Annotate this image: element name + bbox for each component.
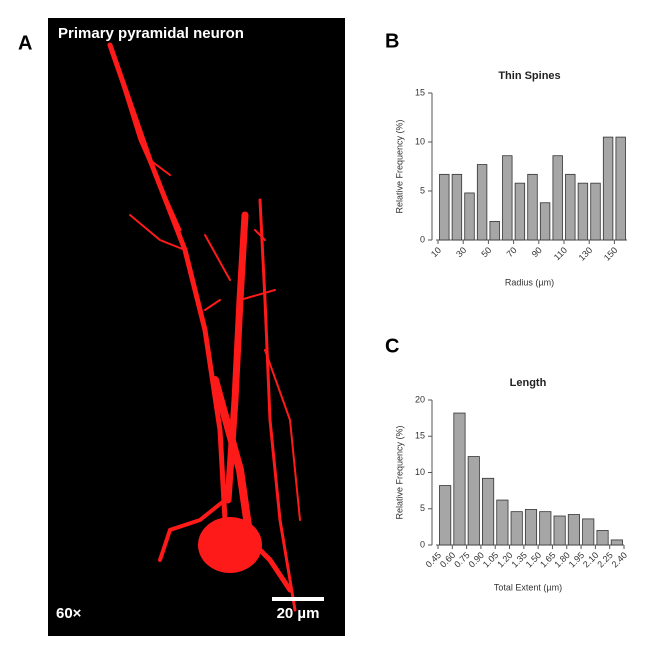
bar xyxy=(439,485,452,546)
bar xyxy=(514,182,526,241)
x-tick-label: 30 xyxy=(454,245,468,259)
x-tick-label: 130 xyxy=(577,245,595,263)
bar xyxy=(553,515,566,546)
bar xyxy=(439,173,450,241)
bar xyxy=(590,182,601,241)
bar xyxy=(552,155,563,241)
y-tick-label: 5 xyxy=(420,503,425,513)
bar xyxy=(527,173,538,241)
y-tick-label: 20 xyxy=(415,394,425,404)
bar xyxy=(524,509,538,546)
scale-bar xyxy=(272,597,324,601)
chart-title: Thin Spines xyxy=(498,70,560,82)
y-tick-label: 0 xyxy=(420,539,425,549)
y-tick-label: 5 xyxy=(420,185,425,195)
panel-label: A xyxy=(18,32,32,54)
x-tick-label: 70 xyxy=(505,245,519,259)
bar xyxy=(596,530,609,546)
bar xyxy=(567,514,580,546)
bar xyxy=(577,182,589,241)
y-axis-label: Relative Frequency (%) xyxy=(394,119,404,213)
x-tick-label: 110 xyxy=(552,245,569,262)
bar xyxy=(565,173,576,241)
y-tick-label: 10 xyxy=(415,467,425,477)
y-axis-label: Relative Frequency (%) xyxy=(394,425,404,519)
bar xyxy=(467,456,480,546)
bar xyxy=(539,202,551,241)
bar xyxy=(453,412,466,546)
y-tick-label: 15 xyxy=(415,431,425,441)
neuron xyxy=(107,42,301,612)
x-tick-label: 10 xyxy=(429,245,443,259)
scale-bar-label: 20 µm xyxy=(277,605,320,622)
bar xyxy=(451,173,463,241)
bar xyxy=(489,220,500,241)
bar xyxy=(496,499,509,546)
x-tick-label: 50 xyxy=(479,245,493,259)
bar xyxy=(602,136,614,241)
x-tick-label: 2.40 xyxy=(610,550,629,569)
bar xyxy=(510,511,523,546)
x-tick-label: 90 xyxy=(530,245,544,259)
y-tick-label: 10 xyxy=(415,136,425,146)
panel-label: C xyxy=(385,335,399,357)
bar xyxy=(539,511,552,546)
bar xyxy=(502,155,513,241)
bar xyxy=(582,518,595,546)
image-title: Primary pyramidal neuron xyxy=(58,25,244,42)
bar xyxy=(464,192,475,241)
bar xyxy=(610,539,623,546)
bar xyxy=(476,164,488,241)
panel-label: B xyxy=(385,30,399,52)
magnification: 60× xyxy=(56,605,82,622)
x-axis-label: Radius (µm) xyxy=(505,277,554,287)
x-axis-label: Total Extent (µm) xyxy=(494,582,562,592)
y-tick-label: 0 xyxy=(420,234,425,244)
chart-title: Length xyxy=(510,377,547,389)
x-tick-label: 150 xyxy=(602,245,620,263)
soma xyxy=(198,517,262,573)
bar xyxy=(482,477,495,546)
y-tick-label: 15 xyxy=(415,87,425,97)
micrograph xyxy=(48,18,345,636)
bar xyxy=(615,136,626,241)
